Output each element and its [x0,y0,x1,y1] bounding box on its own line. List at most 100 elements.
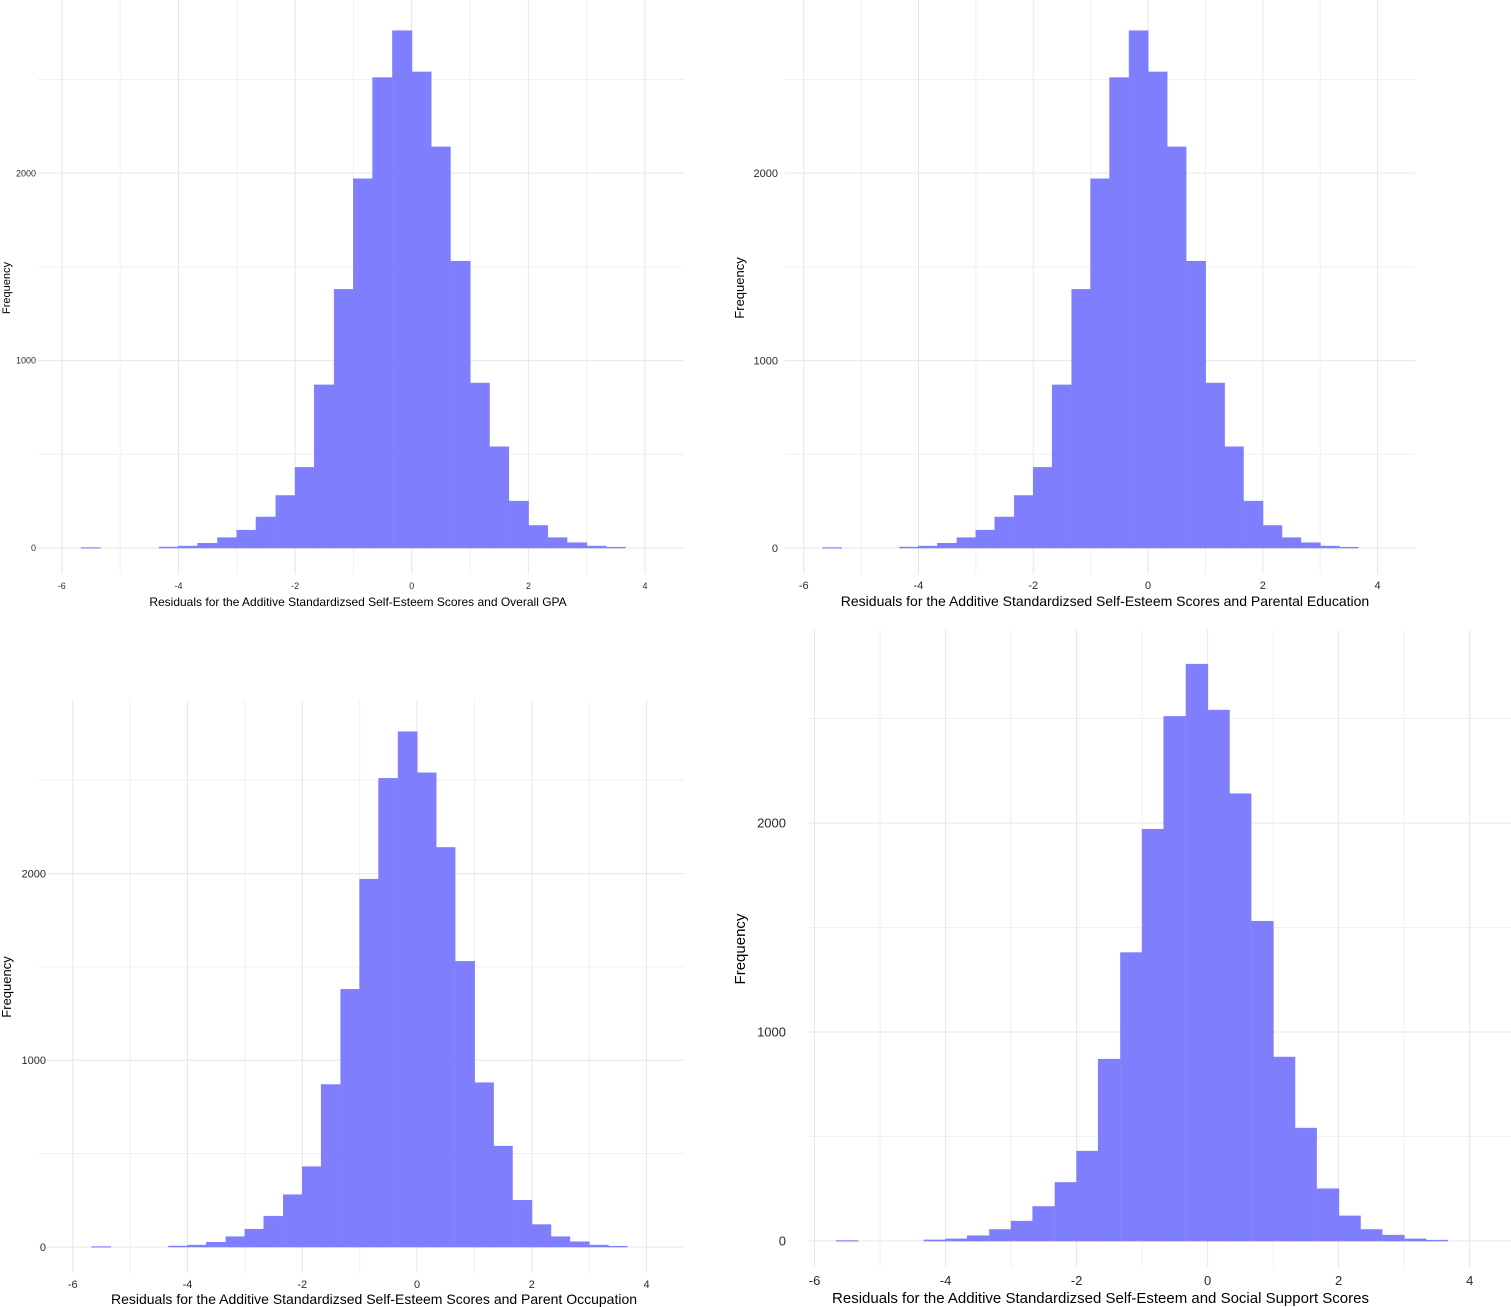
x-tick-label: -4 [940,1273,952,1288]
histogram-bar [937,543,957,549]
histogram-bar [1425,1239,1448,1242]
x-tick-label: 0 [1204,1273,1211,1288]
histogram-bar [236,529,257,549]
histogram-bar [1403,1238,1427,1242]
histogram-bar [1316,1188,1340,1242]
x-tick-label: -2 [1071,1273,1083,1288]
y-axis-title: Frequency [0,956,14,1018]
histogram-bar [430,146,451,549]
x-tick-label: -4 [174,581,182,591]
histogram-bar [314,384,335,549]
x-tick-label: -2 [1028,580,1038,592]
histogram-bar [1272,1056,1296,1242]
histogram-bar [528,525,549,549]
histogram-bar [353,178,374,549]
histogram-bar [923,1239,947,1242]
histogram-bar [206,1242,226,1248]
x-axis-title: Residuals for the Additive Standardizsed… [111,1291,637,1307]
histogram-bar [1251,920,1274,1242]
x-tick-label: 2 [529,1279,535,1291]
histogram-bar [378,778,398,1248]
histogram-bar [244,1228,265,1248]
histogram-bar [1076,1150,1099,1242]
histogram-bar [1294,1127,1317,1242]
y-tick-label: 1000 [754,355,778,367]
histogram-bar [392,30,413,549]
y-tick-label: 2000 [22,868,46,880]
histogram-bar [1207,709,1230,1242]
x-tick-label: -2 [291,581,299,591]
histogram-bar [301,1166,322,1248]
histogram-bar [474,1082,494,1248]
y-tick-label: 2000 [16,168,36,178]
histogram-bar [531,1224,552,1248]
histogram-bar [275,495,296,549]
histogram-bar [255,516,276,549]
histogram-bar [372,77,393,549]
x-tick-label: 4 [1375,580,1381,592]
x-tick-label: 2 [1335,1273,1342,1288]
y-tick-label: 0 [31,543,36,553]
x-tick-label: 0 [1145,580,1151,592]
x-tick-label: 4 [643,581,648,591]
histogram-bar [225,1236,246,1248]
histogram-panel-overall-gpa: -6 -4 -2 0 2 4 0 1000 2000 Residuals for the Addi… [1,0,684,609]
histogram-bar [320,1084,341,1248]
histogram-bar [493,1145,513,1248]
histogram-bar [569,1241,590,1248]
x-tick-label: 4 [1466,1273,1473,1288]
histogram-bar [1090,178,1111,549]
histogram-bar [359,878,380,1248]
x-axis-title: Residuals for the Additive Standardizsed… [832,1290,1369,1307]
y-tick-label: 1000 [757,1025,786,1040]
histogram-bar [340,989,361,1248]
histogram-bar [918,545,938,549]
histogram-bar [1300,542,1321,549]
histogram-bar [217,537,238,549]
histogram-bar [1166,146,1187,549]
histogram-bar [197,543,218,549]
histogram-bar [489,446,510,549]
histogram-bar [178,545,199,549]
histogram-bar [1120,952,1143,1242]
y-tick-label: 2000 [754,168,778,180]
histogram-bar [586,545,607,549]
y-tick-label: 1000 [16,356,36,366]
histogram-bar [966,1235,990,1242]
histogram-bar [294,467,315,549]
histogram-bar [956,537,977,549]
histogram-panel-social-support: -6 -4 -2 0 2 4 0 1000 2000 Residuals for the Addi… [732,630,1511,1307]
histogram-bar [1185,663,1209,1242]
x-tick-label: 0 [414,1279,420,1291]
y-axis-title: Frequency [1,262,13,314]
x-tick-label: -6 [799,580,809,592]
histogram-bar [416,772,437,1248]
histogram-bar [1359,1229,1383,1242]
histogram-bar [550,1236,571,1248]
histogram-bar [508,500,529,549]
histogram-bar [80,547,101,549]
histogram-bar [283,1194,303,1248]
x-tick-label: -4 [914,580,924,592]
histogram-bar [1032,1206,1055,1242]
histogram-bar [605,546,626,549]
x-axis-title: Residuals for the Additive Standardizsed… [149,595,566,609]
histogram-bar [975,529,996,549]
histogram-bar [899,546,919,549]
histogram-bar [1338,546,1359,549]
histogram-bar [588,1244,609,1248]
histogram-bar [822,547,843,549]
histogram-bar [91,1246,112,1248]
histogram-bar [1010,1220,1034,1242]
histogram-bar [1051,384,1072,549]
histogram-bar [1147,71,1168,549]
histogram-bar [450,260,471,549]
histogram-bar [1071,289,1092,549]
y-tick-label: 0 [772,543,778,555]
x-axis-title: Residuals for the Additive Standardizsed… [841,593,1369,609]
histogram-bar [1338,1215,1361,1242]
x-tick-label: -6 [68,1279,78,1291]
histogram-bar [1141,828,1165,1242]
y-tick-label: 0 [40,1242,46,1254]
histogram-bar [945,1238,968,1242]
